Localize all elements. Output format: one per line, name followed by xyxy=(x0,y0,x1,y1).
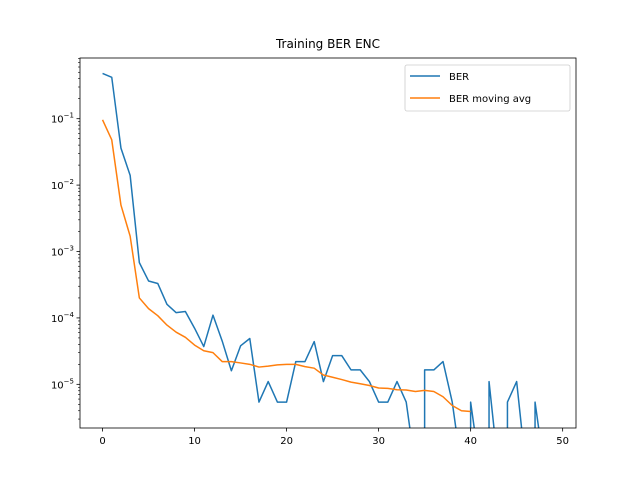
x-tick-label-30: 30 xyxy=(372,436,385,447)
legend-label-ber: BER xyxy=(449,72,469,83)
series-line-ber xyxy=(102,72,540,428)
legend-box xyxy=(404,64,571,112)
x-tick-label-50: 50 xyxy=(556,436,569,447)
y-axis: 10−510−410−310−210−1 xyxy=(51,58,80,420)
series-line-ber-moving-avg xyxy=(101,119,471,413)
legend: BER BER moving avg xyxy=(404,64,571,112)
plot-lines xyxy=(101,72,540,428)
x-tick-label-40: 40 xyxy=(464,436,477,447)
x-tick-label-10: 10 xyxy=(188,436,201,447)
legend-label-ber-moving-avg: BER moving avg xyxy=(449,94,531,105)
axes-frame xyxy=(79,57,577,429)
x-tick-label-20: 20 xyxy=(280,436,293,447)
x-axis: 0 10 20 30 40 50 xyxy=(99,428,569,447)
x-tick-label-0: 0 xyxy=(99,436,105,447)
chart-title: Training BER ENC xyxy=(275,37,380,51)
